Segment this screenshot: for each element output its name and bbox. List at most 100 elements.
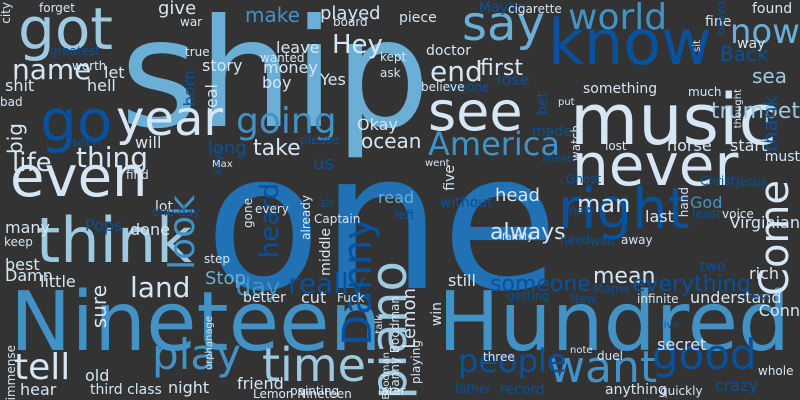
word-keep: keep xyxy=(4,235,33,249)
word-immense: immense xyxy=(4,344,18,400)
word-even: even xyxy=(10,145,148,210)
word-made: made xyxy=(532,124,572,140)
word-pops: Pops xyxy=(85,216,123,235)
word-worth: worth xyxy=(72,59,107,73)
word-painting: painting xyxy=(290,384,340,398)
word-one-day: one day xyxy=(152,205,201,219)
word-ship: ship xyxy=(120,0,431,162)
word-man: man xyxy=(577,190,631,218)
word-wait: wait xyxy=(590,234,616,248)
word-live: live xyxy=(661,320,679,331)
word-one: one xyxy=(205,112,559,333)
word-wanted: wanted xyxy=(260,51,305,65)
word-believe: believe xyxy=(421,80,465,94)
word-real: real xyxy=(202,84,221,115)
word-fine: fine xyxy=(705,14,732,30)
word-born: born xyxy=(180,70,199,107)
word-life: life xyxy=(12,148,52,178)
word-maybe: Maybe xyxy=(479,0,526,16)
word-little: little xyxy=(40,272,76,291)
word-say: say xyxy=(462,0,545,52)
word-hey: Hey xyxy=(332,30,383,60)
word-lot: lot xyxy=(155,199,173,215)
word-kept: kept xyxy=(380,50,407,64)
word-heard: heard xyxy=(255,183,285,259)
word-every: every xyxy=(255,202,289,216)
word-rich: rich xyxy=(749,264,779,283)
word-still: still xyxy=(448,271,476,290)
word-day: day xyxy=(236,273,281,301)
word-quickly: quickly xyxy=(660,384,703,398)
word-time: time xyxy=(262,338,366,392)
word-never: never xyxy=(572,131,739,199)
word-long: long xyxy=(208,138,247,159)
word-step: step xyxy=(204,252,230,266)
word-start: start xyxy=(730,136,768,155)
word-now: now xyxy=(729,12,800,52)
word-hand: hand xyxy=(677,187,691,218)
word-think: think xyxy=(36,204,193,277)
word-give: give xyxy=(158,0,197,19)
word-must: must xyxy=(764,149,800,165)
word-hundred: Hundred xyxy=(438,275,791,370)
word-please: please xyxy=(300,133,340,147)
word-always: always xyxy=(490,220,566,245)
word-miss: Miss xyxy=(748,292,770,303)
word-something: something xyxy=(583,81,658,97)
word-three: three xyxy=(483,350,515,364)
word-bravo: bravo xyxy=(714,1,728,36)
word-story: story xyxy=(202,56,243,75)
word-fuck: Fuck xyxy=(337,291,365,305)
word-two: two xyxy=(700,259,726,275)
word-max: Max xyxy=(212,159,233,170)
word-crazy: crazy xyxy=(715,376,759,395)
word-much: much xyxy=(688,85,722,99)
word-back: Back xyxy=(720,42,769,66)
word-tell: tell xyxy=(14,347,71,388)
word-jesus: Jesus xyxy=(736,175,768,189)
word-new: New xyxy=(570,292,597,306)
word-hear: hear xyxy=(20,380,57,399)
word-got: got xyxy=(18,0,114,63)
word-doctor: doctor xyxy=(426,43,471,59)
word-city: city xyxy=(0,2,13,24)
word-away: away xyxy=(621,233,653,247)
word-want: want xyxy=(549,342,658,393)
word-thought: thought xyxy=(733,89,744,129)
word-let: let xyxy=(104,63,125,82)
word-see: see xyxy=(428,80,523,143)
word-make: make xyxy=(245,3,300,27)
word-record: record xyxy=(500,382,545,398)
word-understand: understand xyxy=(690,288,782,307)
word-went: went xyxy=(425,158,450,169)
word-sit: sit xyxy=(692,40,703,52)
word-people: people xyxy=(458,342,567,380)
word-left: left xyxy=(395,208,415,222)
word-going: going xyxy=(236,101,337,142)
word-ask: ask xyxy=(380,66,401,80)
word-note: note xyxy=(570,345,593,356)
word-whole: whole xyxy=(758,364,794,378)
word-win: win xyxy=(429,302,445,327)
word-best: best xyxy=(5,255,40,274)
word-everything: everything xyxy=(632,272,751,297)
word-us: us xyxy=(313,153,334,174)
word-lose: lose xyxy=(497,70,530,89)
word-really: really xyxy=(288,267,366,300)
word-will: will xyxy=(135,133,162,152)
word-conn: Conn xyxy=(758,301,800,320)
word-find: find xyxy=(126,168,149,182)
word-sir: sir xyxy=(320,196,335,210)
word-secret: secret xyxy=(657,335,707,354)
word-father: father xyxy=(455,382,492,396)
word-god: God xyxy=(690,193,723,212)
word-voice: voice xyxy=(722,207,754,221)
word-shit: shit xyxy=(5,76,35,95)
word-bet: bet xyxy=(535,92,551,115)
word-infinite: infinite xyxy=(637,292,679,306)
word-land: land xyxy=(130,271,191,304)
word-orphanage: orphanage xyxy=(204,316,215,371)
word-yes: Yes xyxy=(320,70,346,89)
word-virginian: Virginian xyxy=(729,213,800,232)
